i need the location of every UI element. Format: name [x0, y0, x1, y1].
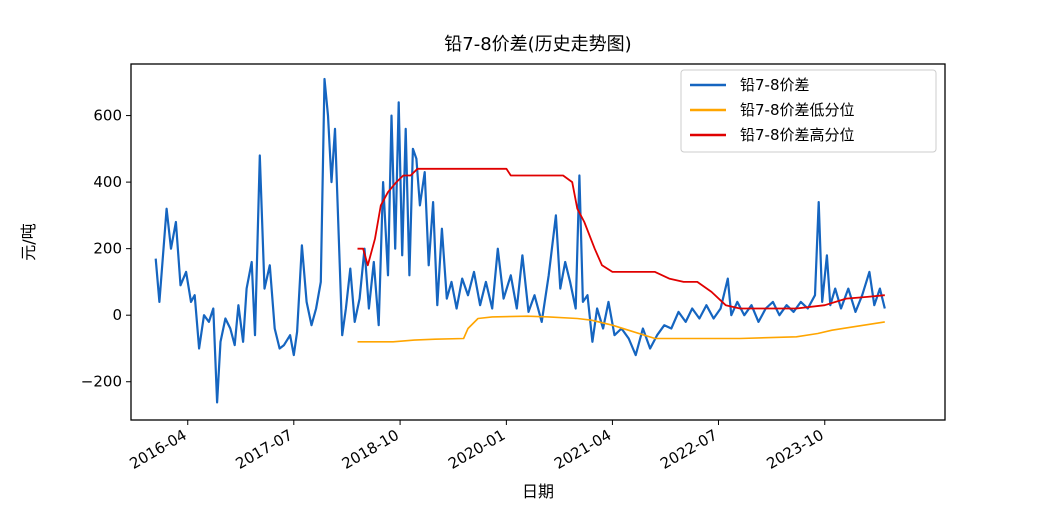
x-tick-label: 2021-04 [551, 426, 614, 473]
legend-label-low-percentile: 铅7-8价差低分位 [740, 101, 855, 119]
y-tick-label: 600 [93, 107, 122, 125]
legend-label-spread: 铅7-8价差 [740, 76, 810, 94]
x-tick-label: 2018-10 [339, 426, 402, 473]
x-axis-label: 日期 [522, 482, 554, 501]
series-layer [154, 77, 886, 404]
x-tick-label: 2016-04 [126, 426, 189, 473]
y-tick-label: 0 [112, 306, 122, 324]
legend: 铅7-8价差 铅7-8价差低分位 铅7-8价差高分位 [680, 69, 937, 153]
series-line-high-percentile [357, 167, 885, 310]
y-tick-label: 400 [93, 173, 122, 191]
y-axis-label: 元/吨 [19, 223, 38, 260]
x-tick-label: 2022-07 [657, 426, 720, 473]
y-axis: −200 0 200 400 600 [81, 107, 131, 391]
x-tick-label: 2017-07 [233, 426, 296, 473]
x-axis: 2016-04 2017-07 2018-10 2020-01 2021-04 2022-… [126, 420, 827, 473]
x-tick-label: 2023-10 [763, 426, 826, 473]
legend-label-high-percentile: 铅7-8价差高分位 [740, 126, 855, 144]
y-tick-label: 200 [93, 240, 122, 258]
legend-box [680, 69, 937, 153]
series-line-spread [154, 77, 886, 404]
y-tick-label: −200 [81, 373, 122, 391]
series-line-low-percentile [357, 315, 885, 343]
chart-title: 铅7-8价差(历史走势图) [444, 34, 631, 55]
x-tick-label: 2020-01 [445, 426, 508, 473]
plot-frame [130, 63, 946, 421]
